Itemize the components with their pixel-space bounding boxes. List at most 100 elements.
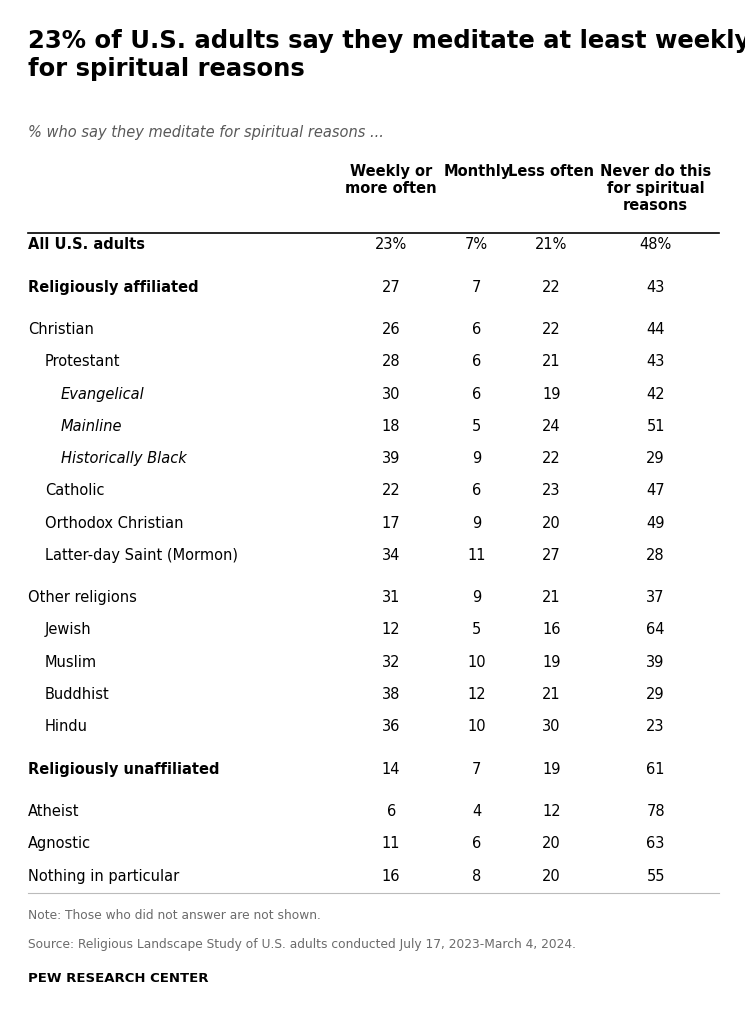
- Text: 23: 23: [542, 483, 560, 498]
- Text: Weekly or
more often: Weekly or more often: [346, 164, 437, 196]
- Text: 29: 29: [646, 451, 665, 466]
- Text: 16: 16: [542, 622, 560, 637]
- Text: PEW RESEARCH CENTER: PEW RESEARCH CENTER: [28, 972, 209, 985]
- Text: 20: 20: [542, 836, 561, 851]
- Text: 20: 20: [542, 869, 561, 884]
- Text: Religiously unaffiliated: Religiously unaffiliated: [28, 761, 220, 776]
- Text: 28: 28: [646, 547, 665, 563]
- Text: 22: 22: [542, 322, 561, 338]
- Text: 7: 7: [472, 279, 481, 295]
- Text: Jewish: Jewish: [45, 622, 92, 637]
- Text: 6: 6: [472, 836, 481, 851]
- Text: 16: 16: [382, 869, 400, 884]
- Text: Buddhist: Buddhist: [45, 686, 110, 702]
- Text: 32: 32: [382, 655, 400, 670]
- Text: 7: 7: [472, 761, 481, 776]
- Text: 27: 27: [381, 279, 401, 295]
- Text: 39: 39: [647, 655, 665, 670]
- Text: Protestant: Protestant: [45, 354, 120, 369]
- Text: 64: 64: [647, 622, 665, 637]
- Text: 39: 39: [382, 451, 400, 466]
- Text: 30: 30: [542, 719, 560, 735]
- Text: 5: 5: [472, 622, 481, 637]
- Text: 6: 6: [387, 804, 396, 819]
- Text: 47: 47: [646, 483, 665, 498]
- Text: Muslim: Muslim: [45, 655, 97, 670]
- Text: Less often: Less often: [508, 164, 595, 179]
- Text: 30: 30: [382, 387, 400, 402]
- Text: 78: 78: [646, 804, 665, 819]
- Text: 36: 36: [382, 719, 400, 735]
- Text: 12: 12: [468, 686, 486, 702]
- Text: 19: 19: [542, 761, 560, 776]
- Text: 34: 34: [382, 547, 400, 563]
- Text: 12: 12: [381, 622, 401, 637]
- Text: 14: 14: [382, 761, 400, 776]
- Text: 9: 9: [472, 451, 481, 466]
- Text: 49: 49: [647, 516, 665, 531]
- Text: 63: 63: [647, 836, 665, 851]
- Text: 23%: 23%: [375, 237, 408, 253]
- Text: 22: 22: [542, 451, 561, 466]
- Text: 43: 43: [647, 279, 665, 295]
- Text: Christian: Christian: [28, 322, 94, 338]
- Text: 43: 43: [647, 354, 665, 369]
- Text: 31: 31: [382, 590, 400, 606]
- Text: Never do this
for spiritual
reasons: Never do this for spiritual reasons: [600, 164, 711, 214]
- Text: 6: 6: [472, 387, 481, 402]
- Text: 9: 9: [472, 516, 481, 531]
- Text: 38: 38: [382, 686, 400, 702]
- Text: 18: 18: [382, 418, 400, 434]
- Text: 11: 11: [468, 547, 486, 563]
- Text: Orthodox Christian: Orthodox Christian: [45, 516, 183, 531]
- Text: 26: 26: [381, 322, 401, 338]
- Text: 21: 21: [542, 354, 560, 369]
- Text: 9: 9: [472, 590, 481, 606]
- Text: 8: 8: [472, 869, 481, 884]
- Text: 19: 19: [542, 387, 560, 402]
- Text: 5: 5: [472, 418, 481, 434]
- Text: 48%: 48%: [639, 237, 672, 253]
- Text: 28: 28: [381, 354, 401, 369]
- Text: Monthly: Monthly: [443, 164, 510, 179]
- Text: 61: 61: [647, 761, 665, 776]
- Text: Historically Black: Historically Black: [61, 451, 187, 466]
- Text: 29: 29: [646, 686, 665, 702]
- Text: Note: Those who did not answer are not shown.: Note: Those who did not answer are not s…: [28, 908, 321, 922]
- Text: Evangelical: Evangelical: [61, 387, 145, 402]
- Text: 20: 20: [542, 516, 561, 531]
- Text: 42: 42: [646, 387, 665, 402]
- Text: 23: 23: [647, 719, 665, 735]
- Text: 6: 6: [472, 483, 481, 498]
- Text: Catholic: Catholic: [45, 483, 104, 498]
- Text: 37: 37: [647, 590, 665, 606]
- Text: 10: 10: [468, 655, 486, 670]
- Text: Nothing in particular: Nothing in particular: [28, 869, 180, 884]
- Text: 10: 10: [468, 719, 486, 735]
- Text: Hindu: Hindu: [45, 719, 88, 735]
- Text: 6: 6: [472, 322, 481, 338]
- Text: Agnostic: Agnostic: [28, 836, 92, 851]
- Text: Religiously affiliated: Religiously affiliated: [28, 279, 199, 295]
- Text: 17: 17: [381, 516, 401, 531]
- Text: 6: 6: [472, 354, 481, 369]
- Text: 12: 12: [542, 804, 560, 819]
- Text: Other religions: Other religions: [28, 590, 137, 606]
- Text: 27: 27: [542, 547, 561, 563]
- Text: 11: 11: [382, 836, 400, 851]
- Text: 22: 22: [542, 279, 561, 295]
- Text: Mainline: Mainline: [61, 418, 123, 434]
- Text: 7%: 7%: [465, 237, 489, 253]
- Text: 23% of U.S. adults say they meditate at least weekly
for spiritual reasons: 23% of U.S. adults say they meditate at …: [28, 29, 745, 81]
- Text: Source: Religious Landscape Study of U.S. adults conducted July 17, 2023-March 4: Source: Religious Landscape Study of U.S…: [28, 937, 577, 950]
- Text: 19: 19: [542, 655, 560, 670]
- Text: Atheist: Atheist: [28, 804, 80, 819]
- Text: 55: 55: [647, 869, 665, 884]
- Text: All U.S. adults: All U.S. adults: [28, 237, 145, 253]
- Text: 24: 24: [542, 418, 560, 434]
- Text: 4: 4: [472, 804, 481, 819]
- Text: 44: 44: [647, 322, 665, 338]
- Text: Latter-day Saint (Mormon): Latter-day Saint (Mormon): [45, 547, 238, 563]
- Text: 51: 51: [647, 418, 665, 434]
- Text: 22: 22: [381, 483, 401, 498]
